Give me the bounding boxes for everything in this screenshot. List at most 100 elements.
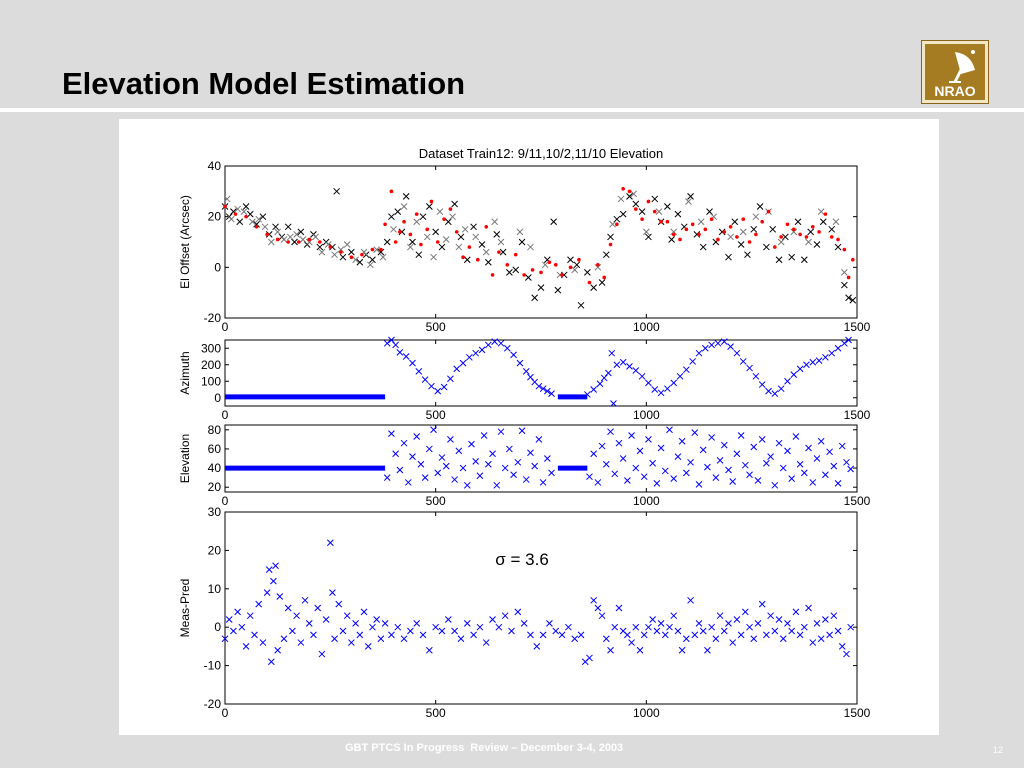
data-point <box>335 600 343 608</box>
data-point <box>293 612 300 620</box>
data-point <box>741 461 749 469</box>
data-point <box>804 235 809 239</box>
data-point <box>259 213 267 221</box>
data-point <box>516 228 524 236</box>
data-point <box>419 242 423 247</box>
data-point <box>687 193 694 200</box>
data-point <box>539 385 547 393</box>
data-point <box>527 631 534 639</box>
data-point <box>396 349 404 356</box>
slide-title: Elevation Model Estimation <box>62 66 466 101</box>
data-point <box>503 344 511 352</box>
x-tick-label: 500 <box>426 408 446 422</box>
data-point <box>543 387 551 395</box>
data-point <box>425 445 433 453</box>
data-point <box>289 627 296 635</box>
data-point <box>238 623 246 631</box>
data-point <box>704 463 711 471</box>
data-point <box>472 458 480 465</box>
data-point <box>230 627 237 635</box>
data-point <box>505 263 510 267</box>
data-point <box>548 390 555 397</box>
data-point <box>550 218 557 226</box>
data-point <box>674 627 682 635</box>
data-point <box>455 243 463 251</box>
data-point <box>805 604 812 612</box>
data-point <box>539 270 543 275</box>
data-point <box>400 203 408 210</box>
data-point <box>763 243 770 251</box>
data-point <box>398 230 402 234</box>
data-point <box>546 620 553 627</box>
data-point <box>653 480 661 487</box>
data-point <box>807 228 815 236</box>
data-point <box>826 448 833 456</box>
data-point <box>510 471 517 479</box>
data-point <box>270 577 277 585</box>
data-point <box>714 339 722 347</box>
data-point <box>813 455 821 462</box>
data-point <box>843 458 850 466</box>
data-point <box>830 612 838 620</box>
data-point <box>792 227 796 232</box>
data-point <box>737 631 745 639</box>
y-tick-label: 100 <box>201 374 221 388</box>
data-point <box>695 480 703 488</box>
data-point <box>766 209 771 214</box>
data-point <box>690 222 695 227</box>
data-point <box>352 256 359 264</box>
data-point <box>567 256 574 264</box>
data-point <box>548 469 555 477</box>
data-point <box>459 359 467 367</box>
data-point <box>731 218 739 226</box>
data-point <box>697 218 705 226</box>
data-point <box>393 240 398 244</box>
data-point <box>352 620 359 627</box>
data-point <box>752 372 760 380</box>
data-point <box>233 212 238 216</box>
data-point <box>798 232 802 237</box>
data-point <box>467 245 472 249</box>
data-point <box>373 246 381 253</box>
data-point <box>438 627 446 635</box>
data-point <box>739 228 747 236</box>
data-point <box>750 225 758 233</box>
data-point <box>383 238 391 246</box>
figure-panel: 0 500 1000 1500 -20 0 20 40 El Offset (Arcsec) Da… <box>119 119 939 735</box>
data-point <box>607 428 614 436</box>
data-point <box>512 266 520 274</box>
data-point <box>565 623 572 631</box>
data-point <box>790 228 798 236</box>
y-tick-label: 20 <box>208 210 222 224</box>
data-point <box>754 477 762 484</box>
data-point <box>733 450 741 458</box>
data-point <box>286 240 290 244</box>
data-point <box>454 230 459 234</box>
data-point <box>272 223 279 231</box>
data-point <box>828 225 836 233</box>
data-point <box>267 658 275 666</box>
data-point <box>693 231 701 238</box>
data-point <box>506 445 513 453</box>
data-point <box>695 349 703 357</box>
data-point <box>767 453 774 460</box>
data-point <box>527 449 534 457</box>
data-point <box>767 612 774 620</box>
data-point <box>539 479 547 486</box>
data-point <box>223 195 231 203</box>
data-point <box>777 385 785 393</box>
data-point <box>655 208 663 215</box>
data-point <box>255 600 263 608</box>
data-point <box>253 220 260 228</box>
data-point <box>613 361 621 369</box>
data-point <box>718 228 726 236</box>
data-point <box>666 623 673 631</box>
data-point <box>615 222 619 227</box>
data-point <box>513 252 518 257</box>
data-point <box>728 225 733 229</box>
data-point <box>265 566 273 573</box>
data-point <box>596 263 600 267</box>
data-point <box>628 639 635 646</box>
data-point <box>598 279 606 286</box>
data-point <box>607 233 614 241</box>
